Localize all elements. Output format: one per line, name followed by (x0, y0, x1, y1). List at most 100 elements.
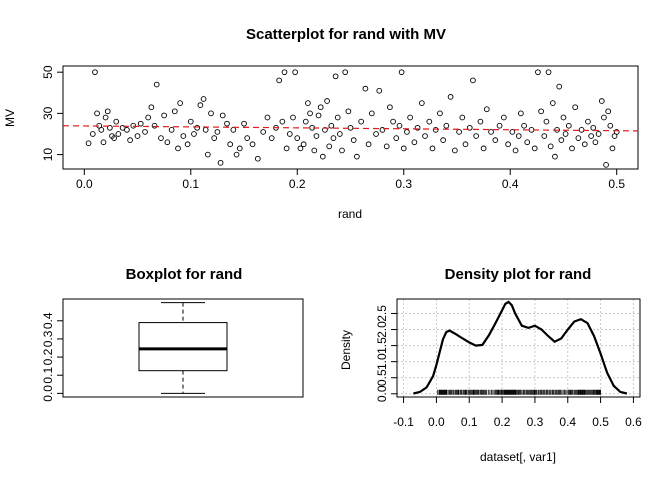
scatterplot-point (260, 129, 267, 135)
scatterplot-point (437, 110, 443, 117)
scatterplot-point (322, 127, 328, 133)
scatterplot-point (107, 124, 113, 131)
density-y-tick-label: 0.5 (375, 369, 389, 386)
scatterplot-trend-line (62, 125, 639, 132)
scatterplot-point (538, 108, 544, 115)
density-y-tick-label: 1.0 (375, 353, 389, 370)
boxplot-frame (62, 298, 304, 398)
density-y-tick-label: 2.0 (375, 321, 389, 338)
density-x-tick-label: 0.0 (428, 415, 445, 429)
scatterplot-point (447, 94, 454, 100)
scatterplot-point (547, 143, 554, 150)
scatterplot-point (281, 69, 288, 76)
scatterplot-point (324, 98, 330, 104)
scatterplot-point (161, 112, 168, 119)
scatterplot-points (85, 69, 620, 168)
density-x-tick-label: 0.5 (592, 415, 609, 429)
scatterplot-point (89, 131, 96, 137)
scatterplot-point (383, 143, 390, 150)
scatterplot-point (545, 69, 552, 76)
scatterplot-point (350, 137, 357, 144)
scatterplot-point (607, 122, 614, 129)
scatterplot-point (104, 108, 111, 115)
scatterplot-point (443, 122, 450, 129)
scatterplot-point (302, 118, 309, 125)
scatterplot-point (365, 141, 372, 148)
scatterplot-point (219, 112, 226, 119)
scatterplot-point (535, 69, 541, 76)
scatterplot-point (94, 110, 100, 117)
scatterplot-point (477, 118, 484, 125)
scatterplot-point (492, 137, 499, 144)
scatterplot-point (376, 87, 383, 94)
scatterplot-point (115, 131, 122, 137)
scatterplot-point (393, 135, 400, 141)
scatterplot-point (462, 141, 469, 148)
scatterplot-point (418, 100, 425, 106)
scatterplot-x-tick-label: 0.5 (608, 177, 625, 191)
density-rug (437, 389, 601, 395)
scatterplot-point (456, 129, 462, 135)
scatterplot-point (518, 110, 524, 117)
density-panel: Density plot for rand -0.1 0.0 0.1 0.2 0.3 0.… (339, 266, 642, 464)
scatterplot-point (342, 69, 349, 76)
scatterplot-point (148, 104, 155, 111)
scatterplot-frame (62, 65, 639, 170)
scatterplot-ticks: 0.0 0.1 0.2 0.3 0.4 0.5 10 30 50 (41, 65, 625, 191)
scatterplot-point (100, 139, 107, 146)
scatterplot-point (191, 131, 197, 137)
scatterplot-x-tick-label: 0.3 (395, 177, 412, 191)
scatterplot-title: Scatterplot for rand with MV (246, 26, 446, 43)
scatterplot-x-tick-label: 0.2 (289, 177, 306, 191)
scatterplot-point (432, 127, 439, 133)
scatterplot-point (358, 118, 364, 125)
scatterplot-point (400, 145, 407, 152)
scatterplot-point (145, 114, 152, 121)
scatterplot-point (572, 104, 579, 111)
scatterplot-y-tick-label: 30 (41, 106, 55, 120)
scatterplot-point (588, 133, 594, 139)
scatterplot-point (560, 114, 567, 121)
scatterplot-point (290, 114, 296, 121)
density-grid (397, 299, 640, 397)
scatterplot-point (317, 104, 324, 111)
density-x-tick-label: 0.6 (625, 415, 642, 429)
scatterplot-x-label: rand (338, 207, 362, 221)
scatterplot-point (187, 118, 194, 125)
density-y-label: Density (339, 330, 353, 370)
scatterplot-point (194, 124, 201, 131)
scatterplot-point (595, 131, 602, 137)
scatterplot-point (153, 81, 160, 88)
scatterplot-point (98, 127, 105, 133)
scatterplot-point (268, 135, 275, 141)
scatterplot-point (496, 122, 503, 129)
scatterplot-point (414, 124, 421, 131)
scatterplot-point (332, 73, 339, 80)
scatterplot-point (113, 118, 120, 125)
scatterplot-x-tick-label: 0.0 (76, 177, 93, 191)
scatterplot-point (180, 133, 187, 139)
density-x-tick-label: 0.4 (559, 415, 576, 429)
scatterplot-point (276, 77, 283, 84)
scatterplot-point (531, 145, 538, 152)
scatterplot-point (543, 118, 550, 125)
boxplot-body (138, 302, 228, 394)
scatterplot-point (241, 120, 247, 127)
scatterplot-point (197, 102, 204, 108)
density-frame (396, 298, 641, 398)
scatterplot-point (202, 127, 209, 133)
scatterplot-point (373, 131, 379, 137)
scatterplot-point (598, 98, 605, 104)
scatterplot-point (158, 135, 164, 141)
scatterplot-point (127, 137, 133, 144)
scatterplot-point (334, 114, 341, 121)
boxplot-y-tick-label: 0.2 (41, 348, 55, 365)
scatterplot-point (569, 145, 575, 152)
density-x-label: dataset[, var1] (480, 450, 556, 464)
scatterplot-point (326, 143, 333, 150)
scatterplot-point (168, 127, 175, 133)
scatterplot-point (368, 110, 375, 117)
scatterplot-point (177, 100, 183, 106)
scatterplot-point (236, 145, 243, 152)
